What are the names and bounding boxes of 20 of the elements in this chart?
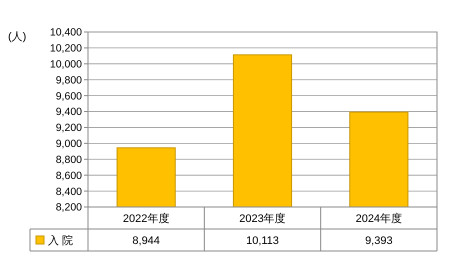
y-tick-label: 9,200 [56,122,82,134]
y-tick-label: 10,000 [50,58,82,70]
x-tick-label: 2024年度 [356,212,402,225]
legend-label: 入 院 [48,234,74,247]
y-tick-label: 8,400 [56,186,82,198]
y-axis-title: (人) [8,31,26,43]
data-label: 8,944 [132,234,160,247]
y-tick-label: 8,200 [56,202,82,214]
y-tick-label: 9,400 [56,106,82,118]
y-tick-label: 10,200 [50,42,82,55]
x-tick-label: 2023年度 [239,212,286,225]
y-tick-label: 9,600 [56,90,82,102]
y-tick-label: 8,600 [56,170,82,182]
y-tick-label: 9,800 [56,74,82,86]
y-tick-label: 10,400 [50,26,82,39]
data-label: 9,393 [365,234,393,247]
y-tick-label: 9,000 [56,138,82,150]
y-tick-label: 8,800 [56,154,82,166]
x-tick-label: 2022年度 [122,212,170,225]
data-label: 10,113 [246,234,279,247]
